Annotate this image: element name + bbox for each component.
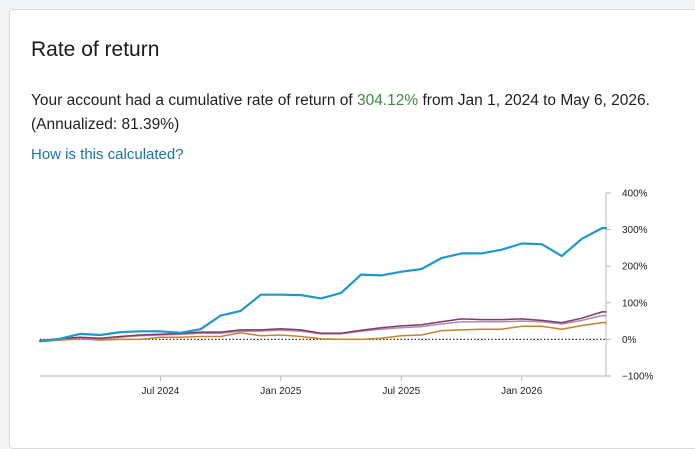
series-layer: [38, 227, 608, 343]
y-tick-label: 0%: [622, 335, 637, 346]
summary-prefix: Your account had a cumulative rate of re…: [31, 92, 357, 109]
card-title: Rate of return: [31, 38, 160, 61]
benchmark-line: [39, 311, 607, 342]
x-tick-label: Jan 2026: [501, 386, 543, 397]
y-tick-label: 300%: [622, 225, 648, 236]
x-tick-label: Jul 2024: [142, 386, 180, 397]
y-tick-label: 400%: [622, 189, 648, 200]
summary-suffix: ): [174, 115, 180, 133]
benchmark-line: [39, 321, 607, 343]
x-tick-label: Jan 2025: [260, 386, 302, 397]
y-tick-label: −100%: [622, 372, 654, 383]
y-axis: 400% 300% 200% 100% 0% −100%: [605, 189, 654, 383]
x-tick-label: Jul 2025: [382, 386, 420, 397]
account-return-line: [38, 227, 608, 343]
return-summary: Your account had a cumulative rate of re…: [31, 89, 671, 136]
y-tick-label: 200%: [622, 262, 648, 273]
summary-middle: from Jan 1, 2024 to May 6, 2026. (Annual…: [31, 92, 650, 133]
y-tick-label: 100%: [622, 298, 648, 309]
return-line-chart: 400% 300% 200% 100% 0% −100% Jul 2024 Jan 2025…: [38, 189, 654, 397]
cumulative-rate-value: 304.12%: [356, 92, 419, 109]
annualized-rate-value: 81.39%: [121, 115, 175, 133]
how-calculated-link[interactable]: How is this calculated?: [31, 146, 184, 163]
x-axis: Jul 2024 Jan 2025 Jul 2025 Jan 2026: [40, 375, 606, 397]
